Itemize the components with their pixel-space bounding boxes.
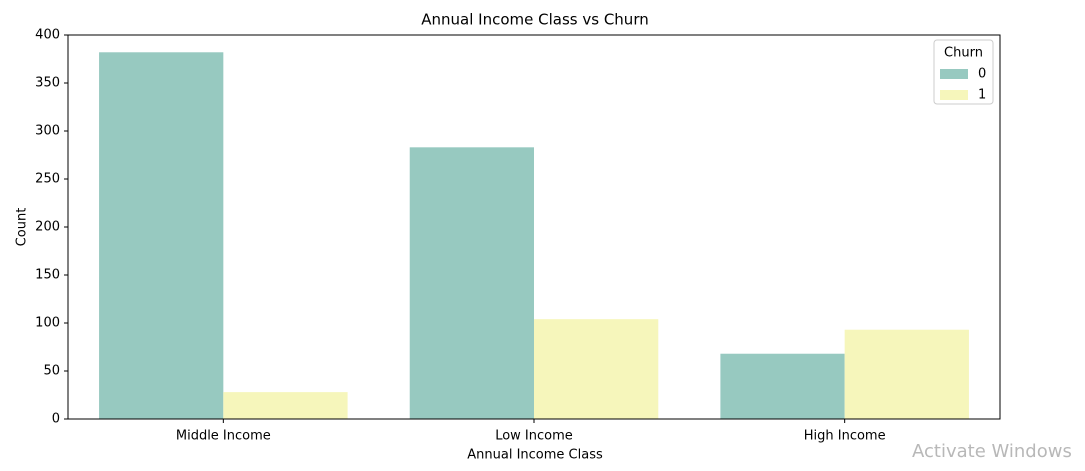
x-tick-label: High Income xyxy=(804,429,886,444)
legend-label: 1 xyxy=(978,88,986,103)
y-tick-label: 350 xyxy=(35,76,60,91)
y-axis-label: Count xyxy=(15,208,30,247)
y-tick-label: 100 xyxy=(35,316,60,331)
y-tick-label: 50 xyxy=(43,364,60,379)
x-tick-label: Middle Income xyxy=(176,429,271,444)
bar xyxy=(844,329,969,419)
y-tick-label: 400 xyxy=(35,28,60,43)
bar xyxy=(223,392,348,419)
y-tick-label: 300 xyxy=(35,124,60,139)
legend-swatch xyxy=(940,90,968,100)
x-axis-label: Annual Income Class xyxy=(467,448,603,463)
plot-frame xyxy=(67,34,1001,420)
y-tick-label: 150 xyxy=(35,268,60,283)
legend-swatch xyxy=(940,69,968,79)
bar xyxy=(720,353,845,419)
legend-title: Churn xyxy=(944,46,983,61)
y-tick-label: 0 xyxy=(52,412,60,427)
x-tick-label: Low Income xyxy=(495,429,573,444)
watermark: Activate Windows xyxy=(912,441,1072,462)
y-tick-label: 200 xyxy=(35,220,60,235)
bar xyxy=(534,319,659,419)
bar xyxy=(409,147,534,419)
bar xyxy=(99,52,224,419)
legend-label: 0 xyxy=(978,67,986,82)
chart-title: Annual Income Class vs Churn xyxy=(421,11,648,29)
y-tick-label: 250 xyxy=(35,172,60,187)
